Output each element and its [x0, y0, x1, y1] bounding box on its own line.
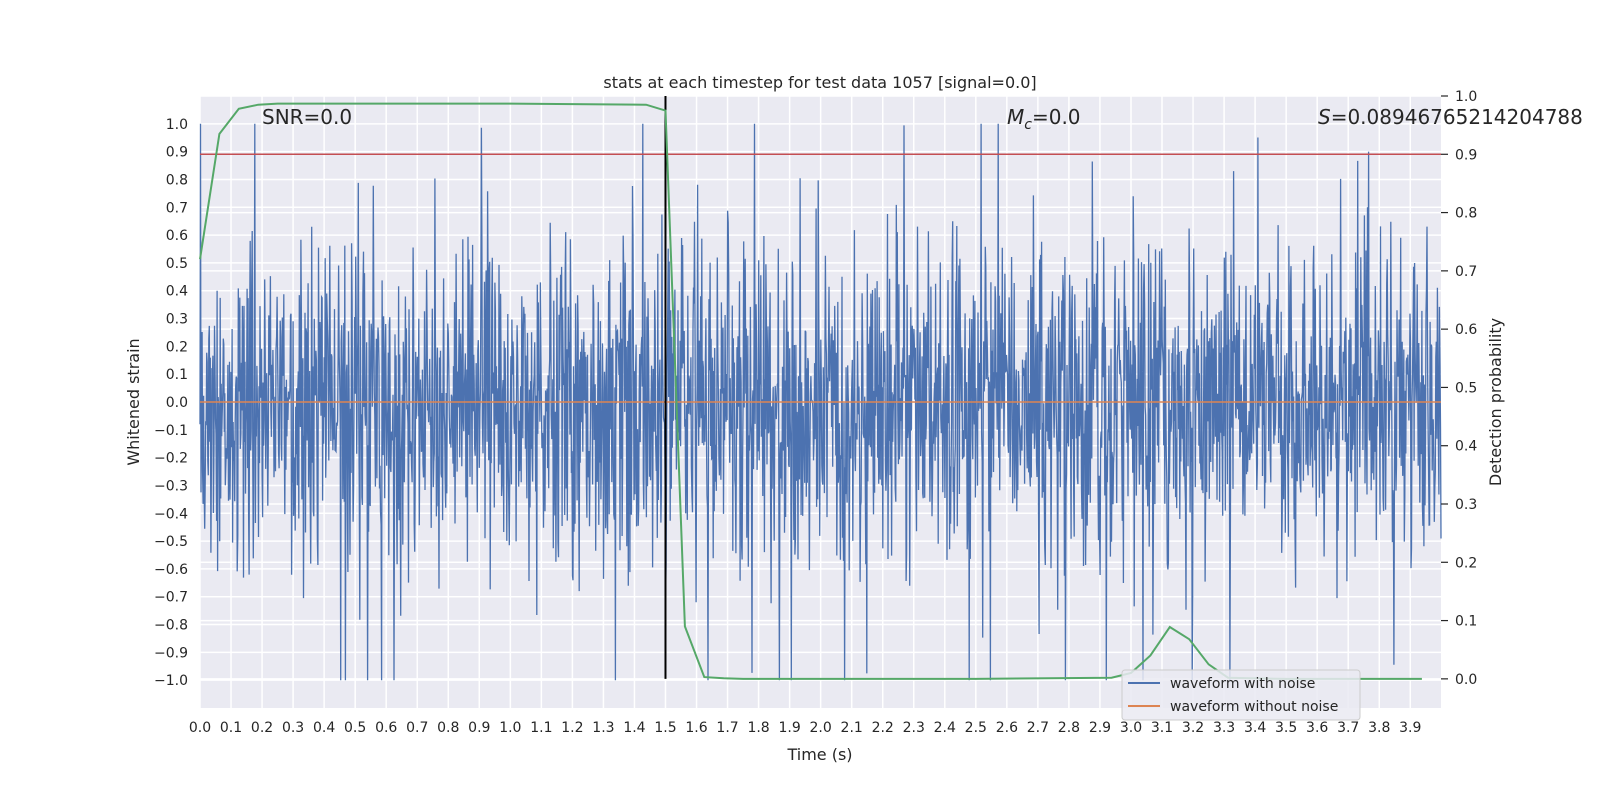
y-tick-label: −0.3 — [154, 478, 188, 494]
x-tick-label: 1.6 — [685, 720, 707, 736]
x-tick-label: 2.7 — [1027, 720, 1049, 736]
snr-annotation: SNR=0.0 — [262, 105, 352, 129]
x-tick-label: 2.3 — [903, 720, 925, 736]
x-axis-label: Time (s) — [786, 745, 852, 764]
y-tick-label: 0.0 — [166, 395, 188, 411]
x-tick-label: 3.2 — [1182, 720, 1204, 736]
s-value: =0.08946765214204788 — [1331, 105, 1583, 129]
y2-tick-label: 0.9 — [1455, 147, 1477, 163]
x-tick-label: 1.5 — [654, 720, 676, 736]
y-tick-label: −0.4 — [154, 506, 188, 522]
s-symbol: S — [1318, 105, 1331, 129]
y-tick-label: 1.0 — [166, 117, 188, 133]
mc-value: =0.0 — [1032, 105, 1081, 129]
y-tick-label: 0.9 — [166, 145, 188, 161]
legend-label-noise: waveform with noise — [1170, 676, 1315, 692]
y-tick-label: −1.0 — [154, 673, 188, 689]
x-tick-label: 0.6 — [375, 720, 397, 736]
y-tick-label: −0.5 — [154, 534, 188, 550]
x-axis-ticks: 0.0 0.1 0.2 0.3 0.4 0.5 0.6 0.7 0.8 0.9 1.0 1.1 1.2 1… — [189, 720, 1422, 736]
y-axis-label: Whitened strain — [124, 338, 143, 465]
x-tick-label: 3.4 — [1244, 720, 1266, 736]
x-tick-label: 3.0 — [1120, 720, 1142, 736]
x-tick-label: 3.5 — [1275, 720, 1297, 736]
y2-tick-label: 0.2 — [1455, 555, 1477, 571]
y-tick-label: −0.2 — [154, 451, 188, 467]
y-axis-ticks: 1.0 0.9 0.8 0.7 0.6 0.5 0.4 0.3 0.2 0.1 0.0 −0.1 −0.… — [154, 117, 188, 689]
y2-tick-label: 0.5 — [1455, 380, 1477, 396]
mc-annotation: Mc=0.0 — [1007, 105, 1081, 133]
x-tick-label: 1.7 — [716, 720, 738, 736]
detection-probability-line — [199, 102, 1422, 680]
x-tick-label: 3.9 — [1399, 720, 1421, 736]
y-tick-label: 0.8 — [166, 172, 188, 188]
x-tick-label: 3.7 — [1337, 720, 1359, 736]
y-tick-label: −0.8 — [154, 618, 188, 634]
y-tick-label: 0.5 — [166, 256, 188, 272]
x-tick-label: 1.2 — [561, 720, 583, 736]
y2-axis-label: Detection probability — [1486, 318, 1505, 486]
y-tick-label: 0.3 — [166, 312, 188, 328]
y-tick-label: −0.6 — [154, 562, 188, 578]
chart-title: stats at each timestep for test data 105… — [603, 73, 1036, 92]
x-tick-label: 3.1 — [1151, 720, 1173, 736]
y2-axis-ticks: 1.0 0.9 0.8 0.7 0.6 0.5 0.4 0.3 0.2 0.1 0.0 — [1441, 89, 1477, 688]
legend-label-clean: waveform without noise — [1170, 699, 1338, 715]
y-tick-label: −0.9 — [154, 645, 188, 661]
x-tick-label: 0.8 — [437, 720, 459, 736]
x-tick-label: 0.4 — [313, 720, 335, 736]
noise-waveform-path — [199, 123, 1442, 681]
y-tick-label: −0.7 — [154, 590, 188, 606]
x-tick-label: 0.7 — [406, 720, 428, 736]
x-tick-label: 1.3 — [592, 720, 614, 736]
y2-tick-label: 0.6 — [1455, 322, 1477, 338]
y2-tick-label: 0.7 — [1455, 264, 1477, 280]
mc-symbol: M — [1007, 105, 1024, 129]
y-tick-label: 0.6 — [166, 228, 188, 244]
x-tick-label: 3.3 — [1213, 720, 1235, 736]
x-tick-label: 1.1 — [530, 720, 552, 736]
x-tick-label: 0.1 — [220, 720, 242, 736]
y2-tick-label: 0.4 — [1455, 439, 1477, 455]
x-tick-label: 2.8 — [1058, 720, 1080, 736]
x-tick-label: 1.8 — [747, 720, 769, 736]
legend-box — [1121, 669, 1361, 721]
x-tick-label: 1.0 — [499, 720, 521, 736]
y2-tick-label: 0.3 — [1455, 497, 1477, 513]
y-tick-label: 0.4 — [166, 284, 188, 300]
s-annotation: S=0.08946765214204788 — [1318, 105, 1583, 129]
y2-tick-label: 0.0 — [1455, 672, 1477, 688]
x-tick-label: 0.3 — [282, 720, 304, 736]
x-tick-label: 1.9 — [778, 720, 800, 736]
mc-subscript: c — [1024, 117, 1032, 133]
x-tick-label: 2.6 — [996, 720, 1018, 736]
y2-tick-label: 0.1 — [1455, 614, 1477, 630]
y-tick-label: 0.1 — [166, 367, 188, 383]
x-tick-label: 2.0 — [810, 720, 832, 736]
x-tick-label: 1.4 — [623, 720, 645, 736]
y2-tick-label: 0.8 — [1455, 206, 1477, 222]
x-tick-label: 0.5 — [344, 720, 366, 736]
y-tick-label: −0.1 — [154, 423, 188, 439]
x-tick-label: 3.6 — [1306, 720, 1328, 736]
x-tick-label: 3.8 — [1368, 720, 1390, 736]
x-tick-label: 0.2 — [251, 720, 273, 736]
x-tick-label: 2.2 — [872, 720, 894, 736]
legend: waveform with noise waveform without noi… — [1121, 669, 1361, 721]
noise-waveform — [199, 123, 1442, 681]
y-tick-label: 0.2 — [166, 339, 188, 355]
x-tick-label: 2.4 — [934, 720, 956, 736]
y-tick-label: 0.7 — [166, 200, 188, 216]
x-tick-label: 2.5 — [965, 720, 987, 736]
x-tick-label: 0.0 — [189, 720, 211, 736]
x-tick-label: 2.1 — [841, 720, 863, 736]
x-tick-label: 2.9 — [1089, 720, 1111, 736]
y2-tick-label: 1.0 — [1455, 89, 1477, 105]
x-tick-label: 0.9 — [468, 720, 490, 736]
